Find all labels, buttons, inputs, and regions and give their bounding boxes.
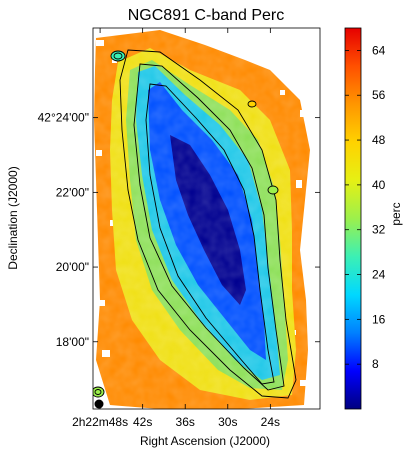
colorbar-tick-label: 24: [372, 268, 386, 282]
x-axis-label: Right Ascension (J2000): [140, 434, 270, 448]
y-axis-label: Declination (J2000): [6, 166, 20, 269]
colorbar-tick-label: 56: [372, 88, 386, 102]
map-frame: [92, 27, 321, 410]
contour-middle: [133, 63, 285, 391]
colorbar-tick-label: 40: [372, 178, 386, 192]
x-tick-label: 36s: [176, 415, 195, 429]
colorbar-ticks: 8 16 24 32 40 48 56 64: [345, 43, 386, 371]
point-sources: [93, 50, 279, 398]
contour-inner: [145, 83, 275, 385]
map-axes: 2h22m48s 42s 36s 30s 24s 42°24'00" 22'00" 20'0…: [38, 27, 321, 429]
beam-ellipse: [94, 399, 104, 409]
y-tick-label: 18'00": [56, 335, 89, 349]
colorbar: 8 16 24 32 40 48 56 64 perc: [344, 27, 403, 410]
colorbar-tick-label: 64: [372, 43, 386, 57]
contour-lines: [119, 49, 297, 399]
colorbar-tick-label: 48: [372, 133, 386, 147]
x-tick-label: 24s: [261, 415, 280, 429]
x-tick-label: 42s: [133, 415, 152, 429]
map-panel: [93, 28, 320, 409]
point-source-north: [247, 100, 257, 108]
y-tick-label: 20'00": [56, 260, 89, 274]
colorbar-tick-label: 16: [372, 312, 386, 326]
y-tick-label: 22'00": [56, 185, 89, 199]
point-source-northwest: [110, 50, 126, 62]
y-ticks: 42°24'00" 22'00" 20'00" 18'00": [38, 111, 320, 349]
chart-title: NGC891 C-band Perc: [128, 7, 285, 24]
x-ticks: 2h22m48s 42s 36s 30s 24s: [72, 28, 280, 429]
colorbar-label: perc: [389, 202, 403, 225]
map-texture: [93, 28, 320, 409]
y-tick-label: 42°24'00": [38, 111, 89, 125]
point-source-southwest: [93, 386, 105, 398]
colorbar-tick-label: 8: [372, 357, 379, 371]
x-tick-label: 30s: [218, 415, 237, 429]
contour-outer: [119, 49, 297, 399]
x-tick-label: 2h22m48s: [72, 415, 128, 429]
colorbar-strip: [344, 27, 362, 410]
point-source-east: [267, 185, 279, 195]
colorbar-tick-label: 32: [372, 223, 386, 237]
